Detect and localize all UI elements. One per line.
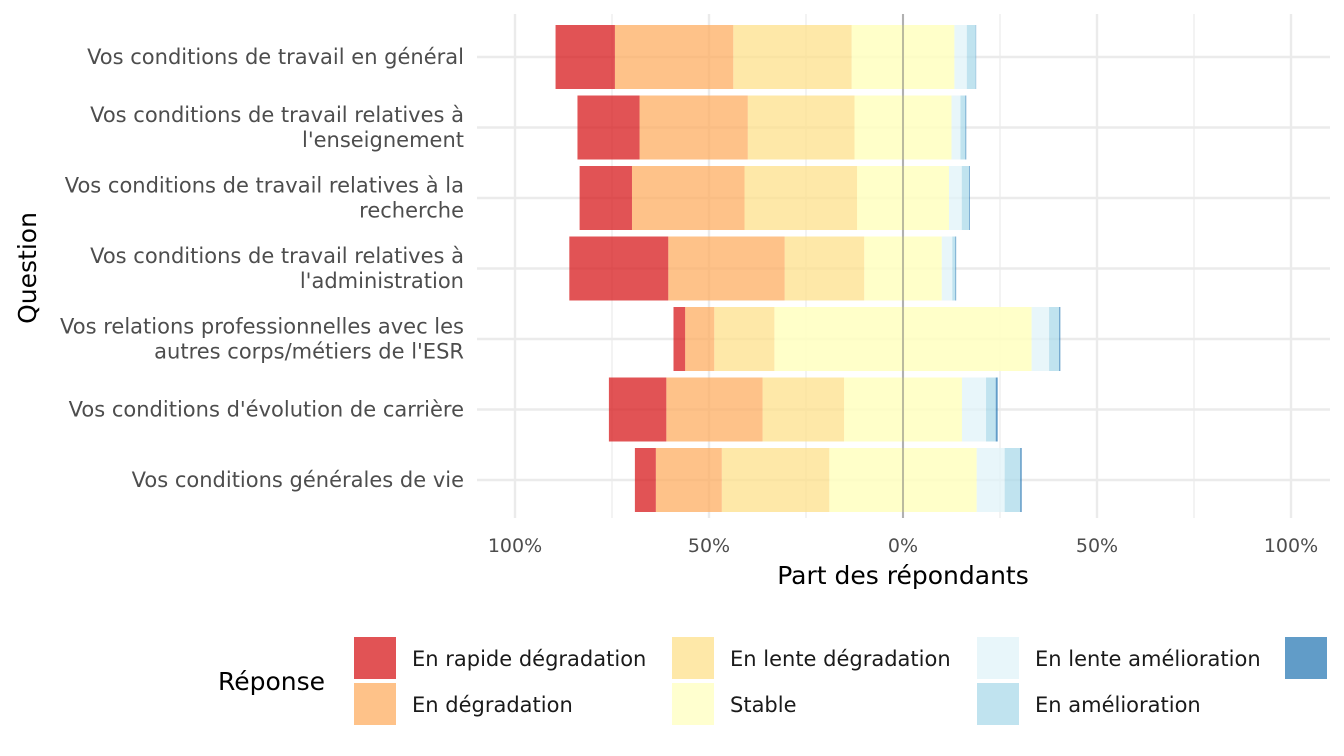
- bar-segment: [614, 25, 734, 89]
- bar-segment: [961, 166, 970, 230]
- bar-segment: [954, 25, 967, 89]
- bar-segment: [948, 166, 962, 230]
- bar-segment: [569, 236, 669, 301]
- bar-segment: [955, 236, 957, 301]
- y-tick-labels: Vos conditions de travail en général Vos …: [60, 45, 464, 492]
- bar-segment-stable-negative: [857, 166, 903, 230]
- legend-label: En lente dégradation: [730, 647, 951, 671]
- bars: [555, 25, 1061, 512]
- legend-key: [672, 683, 714, 725]
- legend-key: [354, 637, 396, 679]
- bar-segment-stable-negative: [854, 95, 903, 160]
- legend-key: [672, 637, 714, 679]
- legend-key: [977, 683, 1019, 725]
- legend-key: [977, 637, 1019, 679]
- y-axis-title: Question: [13, 212, 42, 324]
- y-tick-label: Vos conditions de travail relatives à la…: [65, 174, 464, 223]
- legend-label: En dégradation: [412, 693, 573, 717]
- legend-key: [354, 683, 396, 725]
- x-tick-label: 100%: [1264, 535, 1318, 557]
- x-axis-title: Part des répondants: [777, 561, 1029, 590]
- bar-segment: [952, 236, 956, 301]
- legend: Réponse En rapide dégradation En dégradat…: [218, 637, 1327, 725]
- bar-segment: [733, 25, 852, 89]
- bar-segment-stable-negative: [851, 25, 903, 89]
- bar-segment: [995, 377, 998, 442]
- y-tick-label: Vos conditions de travail relatives à l'e…: [90, 103, 464, 152]
- y-tick-label: Vos conditions de travail en général: [87, 45, 464, 69]
- x-tick-labels: 100% 50% 0% 50% 100%: [488, 535, 1318, 557]
- bar-segment: [965, 95, 967, 160]
- bar-segment: [960, 95, 966, 160]
- bar-segment: [673, 307, 686, 371]
- bar-segment-stable-positive: [903, 307, 1032, 371]
- bar-segment-stable-negative: [774, 307, 903, 371]
- y-tick-label: Vos relations professionnelles avec les a…: [60, 315, 464, 364]
- bar-segment: [966, 25, 976, 89]
- bar-segment: [1049, 307, 1060, 371]
- bar-segment-stable-positive: [903, 25, 955, 89]
- bar-segment-stable-positive: [903, 448, 977, 512]
- bar-segment: [941, 236, 953, 301]
- bar-segment-stable-positive: [903, 166, 949, 230]
- bar-segment: [634, 448, 656, 512]
- legend-title: Réponse: [218, 667, 325, 696]
- bar-segment: [1020, 448, 1022, 512]
- bar-segment: [579, 166, 632, 230]
- bar-segment-stable-positive: [903, 377, 962, 442]
- legend-label: En amélioration: [1035, 693, 1201, 717]
- y-tick-label: Vos conditions générales de vie: [132, 468, 464, 492]
- legend-key: [1285, 637, 1327, 679]
- bar-segment: [969, 166, 970, 230]
- legend-label: En lente amélioration: [1035, 647, 1261, 671]
- bar-segment: [961, 377, 987, 442]
- bar-segment: [1031, 307, 1050, 371]
- bar-segment-stable-positive: [903, 95, 952, 160]
- x-tick-label: 50%: [1076, 535, 1118, 557]
- bar-segment: [655, 448, 722, 512]
- y-tick-label: Vos conditions d'évolution de carrière: [69, 398, 464, 422]
- bar-segment-stable-negative: [844, 377, 903, 442]
- bar-segment-stable-positive: [903, 236, 942, 301]
- x-tick-label: 50%: [688, 535, 730, 557]
- bar-segment: [714, 307, 775, 371]
- legend-label: Stable: [730, 693, 797, 717]
- y-tick-label: Vos conditions de travail relatives à l'a…: [90, 244, 464, 293]
- bar-segment: [608, 377, 667, 442]
- bar-segment: [951, 95, 961, 160]
- bar-segment: [685, 307, 715, 371]
- bar-segment: [744, 166, 858, 230]
- legend-label: En rapide dégradation: [412, 647, 646, 671]
- bar-segment: [666, 377, 763, 442]
- bar-segment: [976, 448, 1005, 512]
- bar-segment: [668, 236, 785, 301]
- bar-segment: [762, 377, 845, 442]
- bar-segment: [721, 448, 830, 512]
- bar-segment: [747, 95, 855, 160]
- bar-segment-stable-negative: [864, 236, 903, 301]
- bar-segment: [784, 236, 865, 301]
- x-tick-label: 0%: [888, 535, 918, 557]
- bar-segment: [577, 95, 640, 160]
- bar-segment: [555, 25, 615, 89]
- bar-segment: [631, 166, 745, 230]
- bar-segment-stable-negative: [829, 448, 903, 512]
- bar-segment: [1059, 307, 1061, 371]
- bar-segment: [639, 95, 748, 160]
- bar-segment: [1004, 448, 1021, 512]
- bar-segment: [986, 377, 996, 442]
- x-tick-label: 100%: [488, 535, 542, 557]
